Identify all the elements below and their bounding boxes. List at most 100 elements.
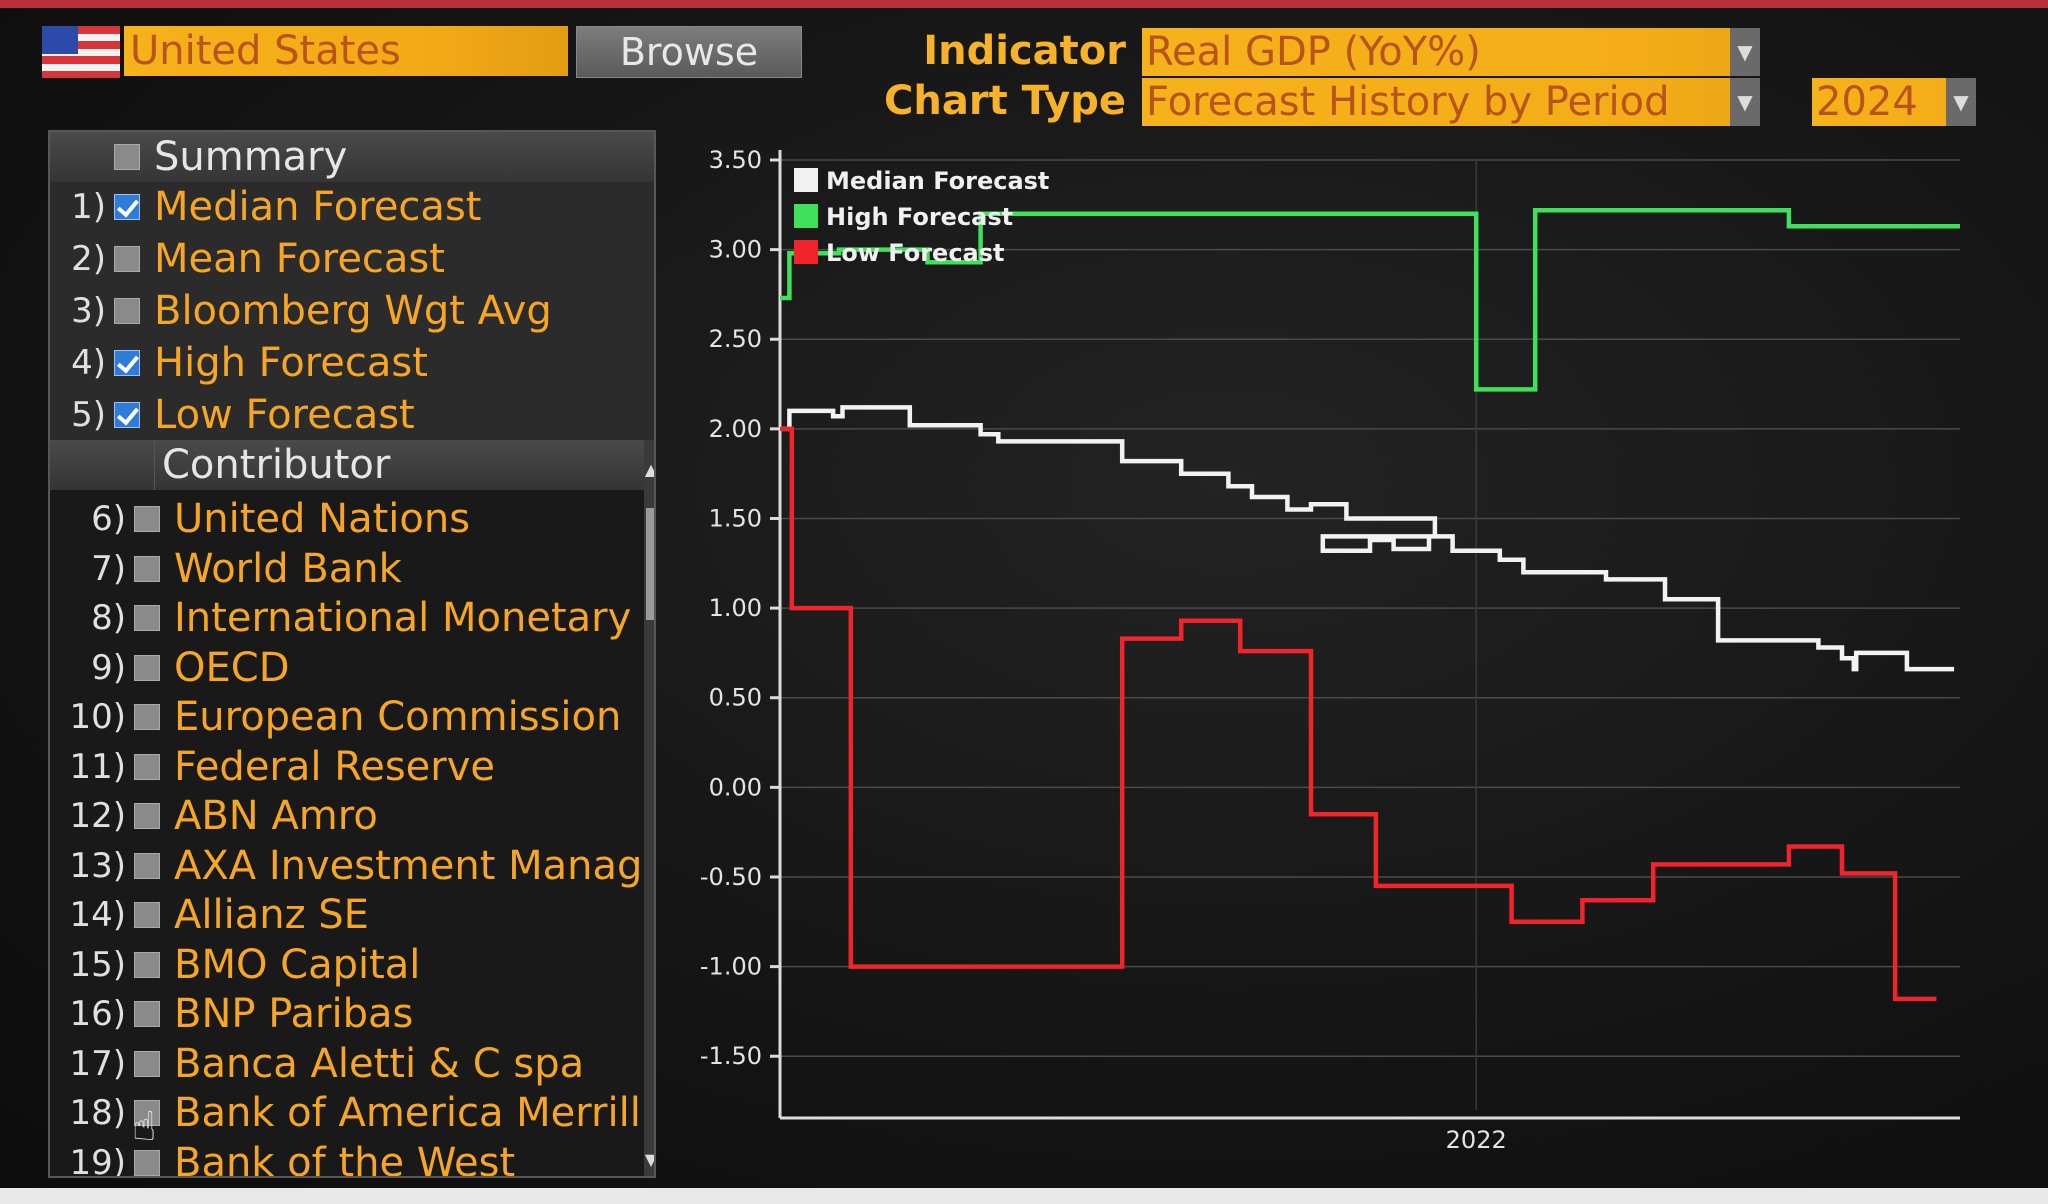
indicator-select[interactable]: Real GDP (YoY%) ▼ xyxy=(1142,28,1760,76)
screen-bottom-bezel xyxy=(0,1188,2048,1204)
y-tick-label: -1.50 xyxy=(700,1042,762,1070)
series-checkbox[interactable] xyxy=(114,350,140,376)
contributor-item[interactable]: 7) World Bank xyxy=(50,544,644,595)
contributor-checkbox[interactable] xyxy=(134,803,160,829)
contributor-checkbox[interactable] xyxy=(134,1100,160,1126)
contributor-item-label: International Monetary F xyxy=(174,595,656,641)
contributor-checkbox[interactable] xyxy=(134,902,160,928)
series-line-median-forecast xyxy=(780,405,1955,672)
summary-item-label: Bloomberg Wgt Avg xyxy=(154,288,552,334)
summary-item-label: Low Forecast xyxy=(154,392,415,438)
contributor-item[interactable]: 13) AXA Investment Manager xyxy=(50,841,654,892)
contributor-item[interactable]: 11) Federal Reserve xyxy=(50,742,644,793)
contributor-item[interactable]: 14) Allianz SE xyxy=(50,890,644,941)
contributor-item[interactable]: 18) Bank of America Merrill I xyxy=(50,1088,654,1139)
contributor-item[interactable]: 15) BMO Capital xyxy=(50,940,644,991)
contributor-checkbox[interactable] xyxy=(134,704,160,730)
contributor-checkbox[interactable] xyxy=(134,951,160,978)
series-line-low-forecast xyxy=(780,426,1937,1002)
legend-swatch xyxy=(794,204,818,228)
chart-type-select-value: Forecast History by Period xyxy=(1146,79,1670,125)
scroll-up-icon[interactable]: ▲ xyxy=(644,460,656,479)
contributor-item-label: European Commission xyxy=(174,694,622,740)
summary-item[interactable]: 5) Low Forecast xyxy=(50,390,654,441)
contributor-item[interactable]: 8) International Monetary F xyxy=(50,593,654,644)
legend-label: High Forecast xyxy=(826,203,1013,231)
summary-header-row: Summary xyxy=(50,132,654,182)
contributor-item[interactable]: 6) United Nations xyxy=(50,494,644,545)
contributor-checkbox[interactable] xyxy=(134,1149,160,1176)
summary-item[interactable]: 1) Median Forecast xyxy=(50,182,654,233)
contributor-item-label: BMO Capital xyxy=(174,941,421,988)
legend-label: Low Forecast xyxy=(826,239,1005,267)
hand-cursor-icon: ☝ xyxy=(132,1104,157,1150)
summary-section-header: Summary xyxy=(50,132,654,182)
period-select-value: 2024 xyxy=(1816,79,1918,125)
summary-select-all-checkbox[interactable] xyxy=(114,144,140,170)
summary-item[interactable]: 3) Bloomberg Wgt Avg xyxy=(50,286,654,337)
y-tick-label: 3.00 xyxy=(709,236,762,264)
contributor-checkbox[interactable] xyxy=(134,1001,160,1027)
series-checkbox[interactable] xyxy=(114,298,140,324)
x-tick-label: 2022 xyxy=(1446,1126,1507,1150)
summary-item[interactable]: 4) High Forecast xyxy=(50,338,654,389)
row-number: 15) xyxy=(69,944,126,985)
y-tick-label: 1.50 xyxy=(709,504,762,532)
series-checkbox[interactable] xyxy=(114,402,140,428)
scrollbar-thumb[interactable] xyxy=(646,508,654,620)
y-tick-label: 1.00 xyxy=(709,594,762,622)
contributor-item-label: Allianz SE xyxy=(174,892,369,938)
row-number: 9) xyxy=(91,647,126,688)
contributor-checkbox[interactable] xyxy=(134,852,160,879)
contributor-item[interactable]: 9) OECD xyxy=(50,643,644,694)
contributor-checkbox[interactable] xyxy=(134,555,160,582)
contributor-item-label: Bank of America Merrill I xyxy=(174,1090,656,1136)
contributor-checkbox[interactable] xyxy=(134,1050,160,1077)
forecast-chart: 3.50 3.00 2.50 2.00 1.50 1.00 0.50 0.00 -0.50 -1.… xyxy=(700,146,1960,1150)
contributor-item[interactable]: 17) Banca Aletti & C spa xyxy=(50,1039,644,1090)
y-tick-label: 0.00 xyxy=(709,773,762,801)
contributor-header-label: Contributor xyxy=(162,442,391,488)
contributor-item-label: AXA Investment Manager xyxy=(174,842,656,889)
series-checkbox[interactable] xyxy=(114,194,140,220)
contributor-item[interactable]: 12) ABN Amro xyxy=(50,791,644,842)
row-number: 3) xyxy=(71,291,106,331)
contributor-item[interactable]: 10) European Commission xyxy=(50,692,644,743)
contributor-checkbox[interactable] xyxy=(134,654,160,681)
row-number: 7) xyxy=(91,548,126,589)
contributor-item-label: World Bank xyxy=(174,545,402,592)
scroll-down-icon[interactable]: ▼ xyxy=(644,1150,656,1169)
series-checkbox[interactable] xyxy=(114,246,140,272)
contributor-item-label: OECD xyxy=(174,644,290,691)
row-number: 5) xyxy=(71,395,106,435)
contributor-checkbox[interactable] xyxy=(134,605,160,631)
contributor-item-label: ABN Amro xyxy=(174,793,378,839)
browse-button[interactable]: Browse xyxy=(576,26,802,78)
summary-item[interactable]: 2) Mean Forecast xyxy=(50,234,654,285)
contributor-checkbox[interactable] xyxy=(134,753,160,780)
row-number: 17) xyxy=(69,1043,126,1084)
chevron-down-icon[interactable]: ▼ xyxy=(1730,78,1760,126)
contributor-item-label: Federal Reserve xyxy=(174,743,495,790)
country-field[interactable]: United States xyxy=(124,26,568,76)
row-number: 10) xyxy=(69,697,126,737)
contributor-item[interactable]: 19) Bank of the West xyxy=(50,1138,644,1177)
row-number: 4) xyxy=(71,343,106,383)
contributor-checkbox[interactable] xyxy=(134,506,160,532)
contributor-list: 6) United Nations 7) World Bank 8) Internatio… xyxy=(50,490,654,1177)
chart-type-label: Chart Type xyxy=(884,78,1126,124)
chart-type-select[interactable]: Forecast History by Period ▼ xyxy=(1142,78,1760,126)
chevron-down-icon[interactable]: ▼ xyxy=(1946,78,1976,126)
summary-item-label: Mean Forecast xyxy=(154,236,445,282)
contributor-scrollbar[interactable]: ▲ ▼ xyxy=(644,440,656,1176)
us-flag-icon xyxy=(42,26,120,78)
row-number: 6) xyxy=(91,499,126,539)
contributor-section-header: Contributor xyxy=(50,440,654,490)
y-tick-label: 2.50 xyxy=(709,325,762,353)
contributor-item[interactable]: 16) BNP Paribas xyxy=(50,989,644,1040)
period-select[interactable]: 2024 ▼ xyxy=(1812,78,1976,126)
y-tick-label: -0.50 xyxy=(700,863,762,891)
summary-item-label: High Forecast xyxy=(154,340,428,386)
chevron-down-icon[interactable]: ▼ xyxy=(1730,28,1760,76)
